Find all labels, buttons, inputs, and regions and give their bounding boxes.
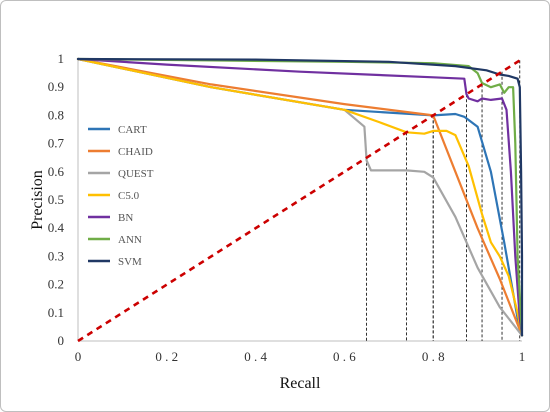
x-tick-label: 0 . 6 [333, 349, 356, 364]
y-tick-label: 0.8 [48, 107, 64, 122]
legend-label-quest: QUEST [118, 168, 154, 180]
series-line-svm [76, 57, 524, 337]
y-tick-label: 0.4 [48, 220, 65, 235]
tick-labels: 0 0.1 0.2 0.3 0.4 0.5 0.6 0.7 0.8 0.9 1 0 0 . 2 0 . 4… [48, 51, 526, 364]
y-tick-label: 0.1 [48, 305, 64, 320]
axes [77, 59, 522, 342]
y-tick-label: 0.2 [48, 277, 64, 292]
x-tick-label: 0 . 2 [155, 349, 178, 364]
series-line-chaid [76, 57, 524, 337]
y-tick-label: 0.7 [48, 136, 65, 151]
x-tick-label: 1 [519, 349, 526, 364]
y-axis-title: Precision [29, 170, 46, 230]
series-line-quest [76, 57, 524, 337]
y-tick-label: 0 [58, 333, 65, 348]
y-tick-label: 1 [58, 51, 65, 66]
series-line-ann [76, 57, 524, 337]
legend-label-cart: CART [118, 124, 147, 136]
legend-label-bn: BN [118, 212, 133, 224]
series-line-bn [76, 57, 524, 337]
x-tick-label: 0 . 8 [422, 349, 445, 364]
x-tick-label: 0 . 4 [244, 349, 267, 364]
legend-label-svm: SVM [118, 256, 142, 268]
series-line-cart [76, 57, 524, 337]
x-tick-label: 0 [75, 349, 82, 364]
series-line-c5-0 [76, 57, 524, 337]
series-lines [76, 57, 524, 337]
y-tick-label: 0.5 [48, 192, 64, 207]
legend-label-ann: ANN [118, 234, 142, 246]
y-tick-label: 0.3 [48, 248, 64, 263]
legend: CART CHAID QUEST C5.0 BN ANN SVM [88, 124, 154, 268]
y-tick-label: 0.6 [48, 164, 65, 179]
legend-label-chaid: CHAID [118, 146, 153, 158]
legend-label-c5-0: C5.0 [118, 190, 140, 202]
x-axis-title: Recall [280, 375, 321, 392]
y-tick-label: 0.9 [48, 79, 64, 94]
